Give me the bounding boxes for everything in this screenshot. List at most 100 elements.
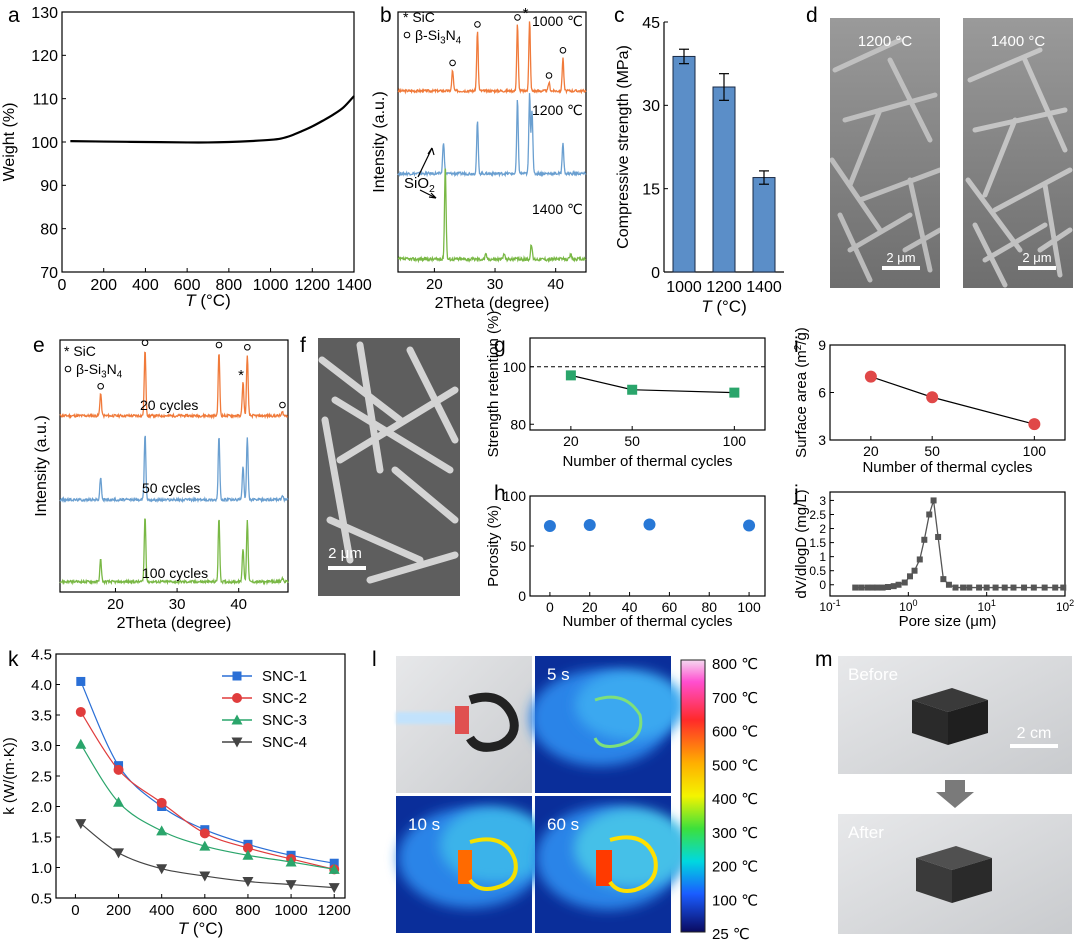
j-marker-25 xyxy=(1001,584,1008,591)
k-marker-SNC-3-25 xyxy=(75,738,87,749)
h-marker-20 xyxy=(583,519,596,531)
k-legend-label-SNC-4: SNC-4 xyxy=(262,734,307,751)
i-ylabel: Surface area (m2/g) xyxy=(793,327,810,458)
h-ytick-label: 50 xyxy=(510,538,526,554)
g-xtick-label: 20 xyxy=(563,433,579,449)
e-pattern-0 xyxy=(59,351,288,420)
h-xtick-label: 40 xyxy=(622,599,638,615)
i-xtick-label: 50 xyxy=(924,443,940,459)
c-ytick-label: 45 xyxy=(642,15,660,32)
b-peak-circle-2 xyxy=(514,14,521,21)
panel-letter-c: c xyxy=(614,4,625,27)
colorbar-labels: 800 ℃ 700 ℃ 600 ℃ 500 ℃ 400 ℃ 300 ℃ 200 ℃ 100 ℃… xyxy=(712,656,758,943)
b-xtick-label: 40 xyxy=(547,276,564,293)
e-legend-sic: * SiC xyxy=(64,343,96,359)
g-marker-20 xyxy=(565,370,576,381)
colorbar-label: 300 ℃ xyxy=(712,825,758,842)
j-marker-2 xyxy=(864,584,871,591)
a-xtick-label: 0 xyxy=(58,277,67,294)
k-xtick-label: 600 xyxy=(192,902,217,919)
a-ytick-label: 70 xyxy=(40,265,58,282)
sample-heated xyxy=(455,706,469,734)
ir-time-5s: 5 s xyxy=(547,665,570,684)
i-line xyxy=(870,376,1035,425)
c-category-1200: 1200 xyxy=(706,279,742,296)
e-xtick-label: 30 xyxy=(169,596,186,613)
j-marker-20 xyxy=(960,584,967,591)
a-tga-curve xyxy=(70,95,355,144)
k-ytick-label: 0.5 xyxy=(31,890,52,907)
e-pattern-2 xyxy=(59,518,289,586)
k-ytick-label: 4.0 xyxy=(31,677,52,694)
panel-letter-f: f xyxy=(300,334,306,357)
k-marker-SNC-3-1000 xyxy=(285,856,297,867)
j-marker-22 xyxy=(976,584,983,591)
j-ytick-label: 0.5 xyxy=(809,564,826,578)
panel-letter-m: m xyxy=(815,648,833,671)
i-marker-100 xyxy=(1028,418,1041,431)
panel-d-sem-images: 1200 °C 2 μm 1400 °C 2 μm xyxy=(830,18,1073,288)
b-peak-circle-4 xyxy=(545,72,553,79)
k-marker-SNC-2-400 xyxy=(156,797,167,808)
colorbar-label: 100 ℃ xyxy=(712,892,758,909)
j-marker-23 xyxy=(983,584,990,591)
b-arrowhead-2 xyxy=(428,192,437,199)
sem-fibers-f xyxy=(318,341,459,584)
k-marker-SNC-3-800 xyxy=(242,849,254,860)
j-ytick-label: 1.5 xyxy=(809,536,826,550)
b-xlabel: 2Theta (degree) xyxy=(435,295,550,312)
h-marker-100 xyxy=(743,519,756,532)
c-xlabel: T (°C) xyxy=(701,297,747,316)
g-xtick-label: 50 xyxy=(624,433,640,449)
e-peak-circle-1 xyxy=(141,339,149,347)
b-arrow-1 xyxy=(417,147,433,178)
j-xtick-label: 100 xyxy=(899,598,917,614)
k-marker-SNC-4-1000 xyxy=(285,880,297,891)
k-ytick-label: 4.5 xyxy=(31,646,52,663)
h-marker-50 xyxy=(643,518,656,531)
panel-letter-k: k xyxy=(8,648,19,671)
k-marker-SNC-4-400 xyxy=(156,864,168,875)
scale-label-d1: 2 μm xyxy=(886,250,915,265)
j-marker-15 xyxy=(930,497,937,504)
j-xtick-label: 101 xyxy=(977,598,995,614)
k-xtick-label: 800 xyxy=(235,902,260,919)
block-before-front xyxy=(912,700,948,745)
panel-m-photos: Before 2 cm After xyxy=(838,656,1072,934)
k-xtick-label: 400 xyxy=(149,902,174,919)
b-xtick-label: 20 xyxy=(426,276,443,293)
e-peak-circle-5 xyxy=(279,401,286,409)
panel-c-strength-bar-chart: 0 15 30 45 Compressive strength (MPa) T (°C)1… xyxy=(615,15,784,316)
j-marker-1 xyxy=(858,584,865,591)
b-peak-circle-0 xyxy=(449,59,456,67)
panel-letter-i: i xyxy=(794,334,799,357)
j-marker-21 xyxy=(966,584,973,591)
j-ylabel: dV/dlogD (mg/L) xyxy=(793,489,810,598)
colorbar-label: 25 ℃ xyxy=(712,926,750,943)
panel-letter-h: h xyxy=(494,482,506,505)
b-series-label-1: 1200 ℃ xyxy=(532,102,583,118)
k-marker-SNC-2-800 xyxy=(242,842,253,853)
block-before-top xyxy=(912,688,988,712)
block-after-front xyxy=(916,858,952,903)
b-pattern-1 xyxy=(397,93,587,178)
colorbar-label: 400 ℃ xyxy=(712,791,758,808)
g-ytick-label: 100 xyxy=(503,359,527,375)
a-ytick-label: 90 xyxy=(40,178,58,195)
i-marker-20 xyxy=(864,370,877,383)
k-ytick-label: 2.0 xyxy=(31,799,52,816)
a-xtick-label: 200 xyxy=(90,277,117,294)
a-xlabel: T (°C) xyxy=(185,291,231,310)
b-peak-circle-1 xyxy=(474,21,481,28)
h-xtick-label: 100 xyxy=(737,599,761,615)
k-xtick-label: 1000 xyxy=(274,902,307,919)
e-pattern-1 xyxy=(59,435,289,504)
e-series-label-2: 100 cycles xyxy=(142,565,208,581)
k-legend-marker-SNC-1 xyxy=(232,671,242,681)
e-peak-circle-2 xyxy=(215,341,223,349)
label-before: Before xyxy=(848,665,898,684)
ir-time-10s: 10 s xyxy=(408,815,440,834)
scale-bar-m xyxy=(1010,744,1058,748)
i-ytick-label: 3 xyxy=(818,432,826,448)
